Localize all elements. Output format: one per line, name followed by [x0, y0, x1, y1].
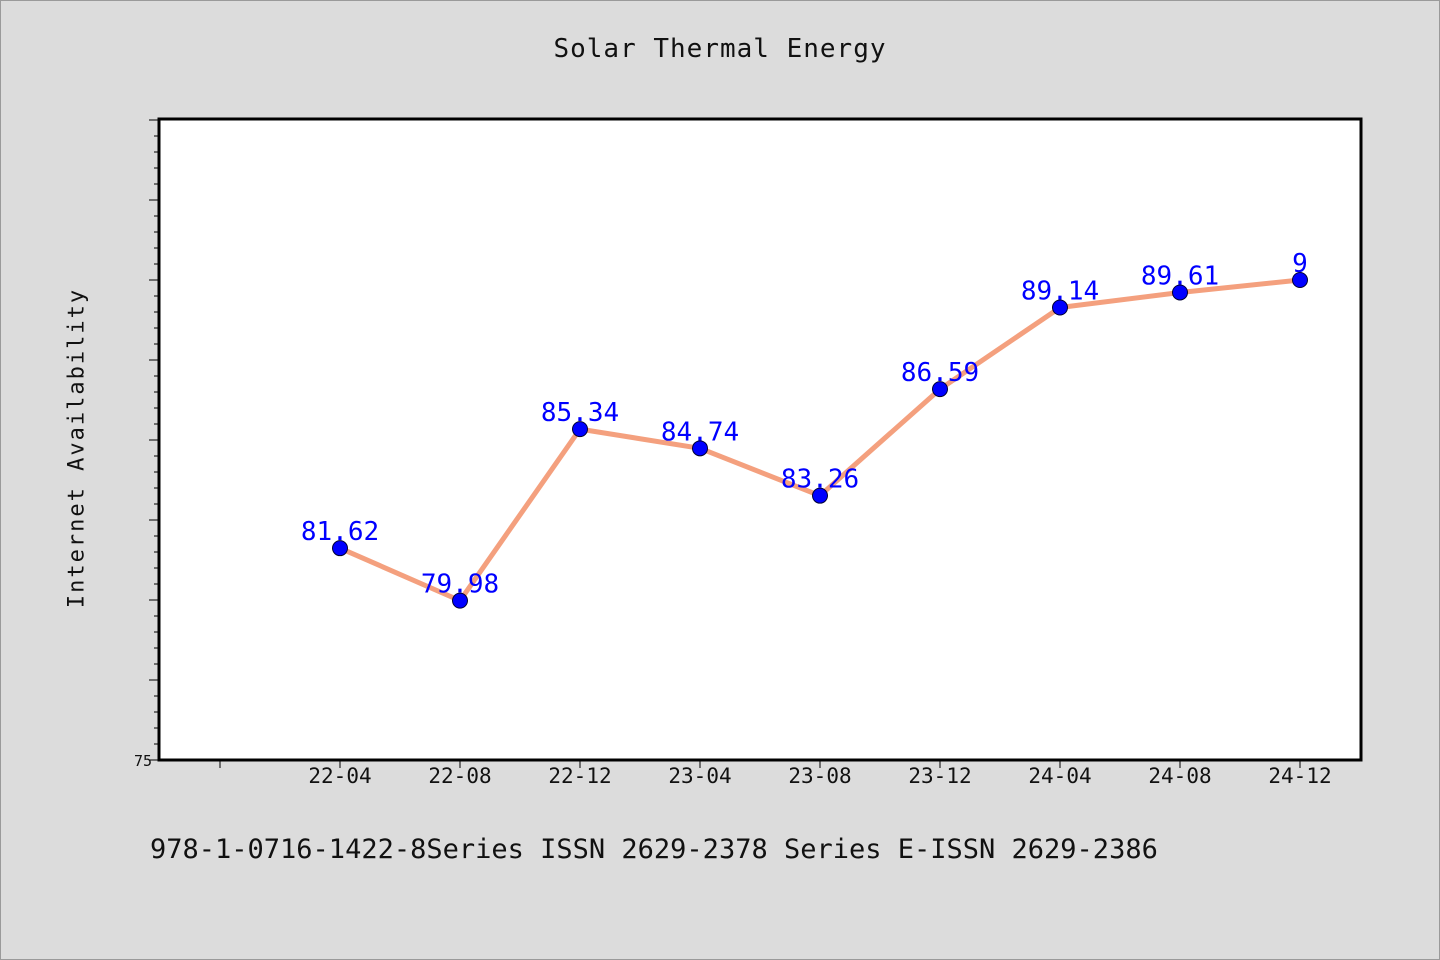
data-label: 85.34: [541, 398, 619, 428]
x-tick-label: 22-12: [548, 764, 611, 788]
data-point: [692, 440, 708, 457]
data-point: [452, 592, 468, 609]
x-tick-label: 22-04: [308, 764, 371, 788]
x-tick-label: 24-12: [1268, 764, 1331, 788]
data-label: 79.98: [421, 570, 499, 600]
x-tick-label: 23-04: [668, 764, 731, 788]
data-label: 86.59: [901, 358, 979, 388]
data-point: [1292, 272, 1308, 288]
footer-note: 978-1-0716-1422-8Series ISSN 2629-2378 S…: [150, 834, 1158, 865]
y-tick-label: 75: [134, 752, 152, 770]
data-label: 89.61: [1141, 261, 1219, 291]
data-point: [812, 487, 828, 504]
x-tick-label: 23-12: [908, 764, 971, 788]
x-tick-label: 23-08: [788, 764, 851, 788]
data-point: [572, 421, 588, 438]
data-label: 81.62: [301, 517, 379, 547]
data-point: [932, 381, 948, 398]
x-tick-label: 22-08: [428, 764, 491, 788]
data-label: 83.26: [781, 465, 859, 495]
data-point: [1172, 284, 1188, 301]
x-tick-label: 24-04: [1028, 764, 1091, 788]
data-point: [332, 540, 348, 557]
x-tick-label: 24-08: [1148, 764, 1211, 788]
data-label: 89.14: [1021, 277, 1099, 307]
plot-area: [157, 117, 1363, 762]
data-point: [1052, 299, 1068, 316]
data-label: 9: [1292, 249, 1308, 279]
data-label: 84.74: [661, 417, 739, 447]
chart-title: Solar Thermal Energy: [553, 34, 887, 64]
